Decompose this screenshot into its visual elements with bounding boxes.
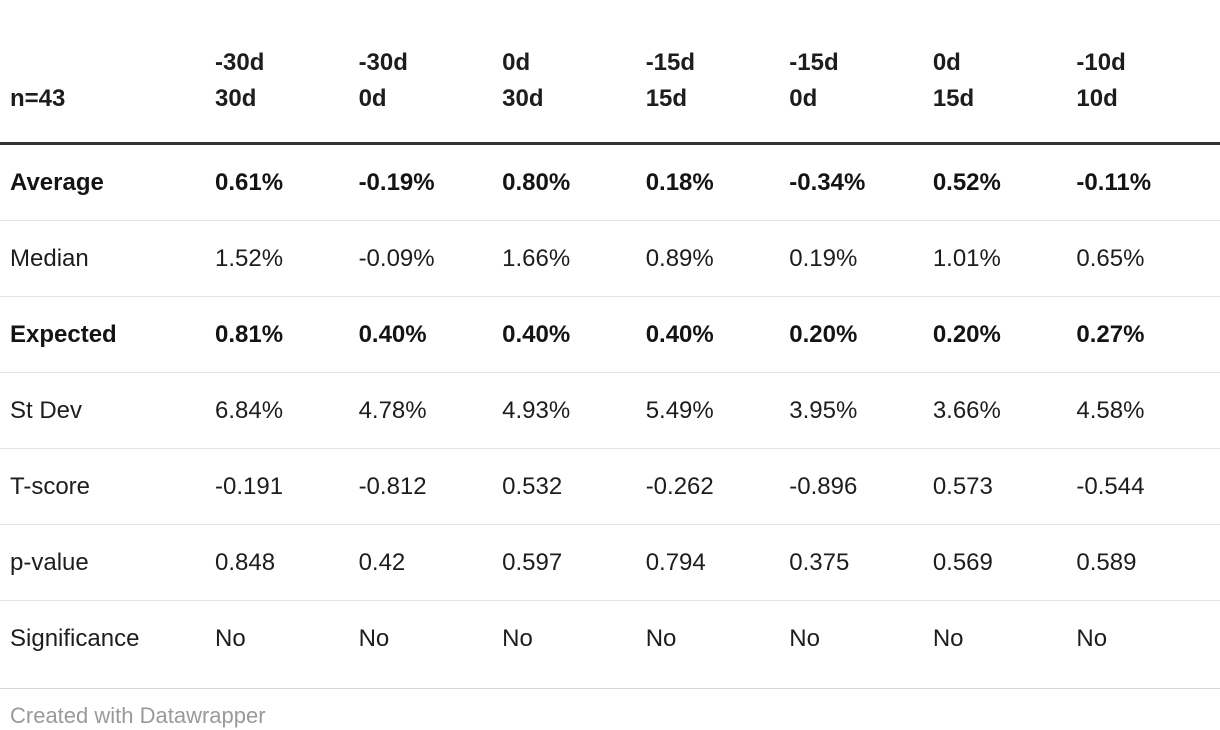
table-cell: 0.81% bbox=[215, 321, 284, 348]
table-cell: 0.589 bbox=[1076, 549, 1137, 576]
table-cell: 1.01% bbox=[932, 245, 1001, 272]
column-header-line2: 10d bbox=[1076, 85, 1118, 112]
table-cell: 0.65% bbox=[1076, 245, 1145, 272]
table-cell: 0.532 bbox=[502, 473, 563, 500]
table-cell: 1.66% bbox=[502, 245, 571, 272]
row-label: T-score bbox=[10, 473, 91, 500]
column-header-line2: 0d bbox=[789, 85, 818, 112]
column-header: 0d 15d bbox=[932, 0, 1077, 145]
column-header-line2: 15d bbox=[645, 85, 688, 112]
table-cell: 1.52% bbox=[215, 245, 284, 272]
table-cell: 0.80% bbox=[502, 169, 571, 196]
table-cell: 3.66% bbox=[932, 397, 1001, 424]
table-row: Significance No No No No No No No bbox=[0, 601, 1220, 677]
table-cell: No bbox=[1076, 625, 1108, 652]
table-cell: -0.19% bbox=[358, 169, 435, 196]
table-cell: No bbox=[932, 625, 964, 652]
table-row: Median 1.52% -0.09% 1.66% 0.89% 0.19% 1.… bbox=[0, 221, 1220, 297]
table-cell: -0.896 bbox=[789, 473, 858, 500]
table-cell: 0.19% bbox=[789, 245, 858, 272]
table-cell: No bbox=[502, 625, 533, 652]
table-cell: 4.78% bbox=[358, 397, 427, 424]
table-cell: 0.27% bbox=[1076, 321, 1145, 348]
table-cell: 0.375 bbox=[789, 549, 850, 576]
corner-label: n=43 bbox=[0, 0, 215, 145]
column-header-line1: 0d bbox=[502, 49, 531, 76]
row-label: Median bbox=[10, 245, 89, 272]
table-cell: No bbox=[789, 625, 820, 652]
column-header-line2: 30d bbox=[215, 85, 257, 112]
table-cell: 0.61% bbox=[215, 169, 284, 196]
table-row: St Dev 6.84% 4.78% 4.93% 5.49% 3.95% 3.6… bbox=[0, 373, 1220, 449]
table-cell: No bbox=[645, 625, 677, 652]
table-cell: -0.09% bbox=[358, 245, 435, 272]
column-header-line1: -30d bbox=[358, 49, 408, 76]
column-header: -15d 0d bbox=[789, 0, 933, 145]
table-cell: -0.34% bbox=[789, 169, 866, 196]
table-cell: 0.794 bbox=[645, 549, 706, 576]
table-cell: 0.597 bbox=[502, 549, 563, 576]
row-label: Average bbox=[10, 169, 104, 196]
table-cell: 5.49% bbox=[645, 397, 714, 424]
column-header: -30d 30d bbox=[215, 0, 359, 145]
table-cell: 4.58% bbox=[1076, 397, 1145, 424]
table-cell: 0.848 bbox=[215, 549, 276, 576]
table-row: T-score -0.191 -0.812 0.532 -0.262 -0.89… bbox=[0, 449, 1220, 525]
table-cell: 6.84% bbox=[215, 397, 284, 424]
row-label: St Dev bbox=[10, 397, 83, 424]
column-header-line2: 30d bbox=[502, 85, 544, 112]
table-cell: -0.544 bbox=[1076, 473, 1145, 500]
table-cell: 0.573 bbox=[932, 473, 993, 500]
table-cell: 0.20% bbox=[789, 321, 858, 348]
table-cell: 0.18% bbox=[645, 169, 714, 196]
row-label: Expected bbox=[10, 321, 117, 348]
column-header: -15d 15d bbox=[645, 0, 790, 145]
attribution-footer: Created with Datawrapper bbox=[0, 688, 1220, 729]
table-cell: 3.95% bbox=[789, 397, 858, 424]
row-label: Significance bbox=[10, 625, 140, 652]
statistics-table: n=43 -30d 30d -30d 0d 0d 30d -15d 15d bbox=[0, 0, 1220, 677]
table-cell: 0.52% bbox=[932, 169, 1001, 196]
table-cell: 0.40% bbox=[645, 321, 714, 348]
table-cell: 4.93% bbox=[502, 397, 571, 424]
table-cell: 0.569 bbox=[932, 549, 993, 576]
datawrapper-credit: Created with Datawrapper bbox=[10, 703, 266, 728]
table-cell: No bbox=[215, 625, 246, 652]
table-body: Average 0.61% -0.19% 0.80% 0.18% -0.34% … bbox=[0, 144, 1220, 677]
column-header-line2: 0d bbox=[358, 85, 387, 112]
table-cell: 0.42 bbox=[358, 549, 406, 576]
sample-size-label: n=43 bbox=[10, 85, 66, 112]
table-cell: -0.262 bbox=[645, 473, 714, 500]
column-header: -30d 0d bbox=[358, 0, 503, 145]
table-row: Average 0.61% -0.19% 0.80% 0.18% -0.34% … bbox=[0, 144, 1220, 221]
column-header-line1: 0d bbox=[932, 49, 961, 76]
column-header: 0d 30d bbox=[502, 0, 646, 145]
table-row: Expected 0.81% 0.40% 0.40% 0.40% 0.20% 0… bbox=[0, 297, 1220, 373]
header-row: n=43 -30d 30d -30d 0d 0d 30d -15d 15d bbox=[0, 0, 1220, 145]
column-header-line1: -30d bbox=[215, 49, 265, 76]
table-cell: 0.89% bbox=[645, 245, 714, 272]
column-header: -10d 10d bbox=[1076, 0, 1220, 145]
column-header-line2: 15d bbox=[932, 85, 975, 112]
table-row: p-value 0.848 0.42 0.597 0.794 0.375 0.5… bbox=[0, 525, 1220, 601]
table-cell: -0.11% bbox=[1076, 169, 1152, 196]
row-label: p-value bbox=[10, 549, 89, 576]
table-cell: 0.40% bbox=[502, 321, 571, 348]
table-cell: 0.20% bbox=[932, 321, 1001, 348]
column-header-line1: -10d bbox=[1076, 49, 1126, 76]
table-cell: 0.40% bbox=[358, 321, 427, 348]
table-cell: No bbox=[358, 625, 390, 652]
column-header-line1: -15d bbox=[789, 49, 839, 76]
table-cell: -0.812 bbox=[358, 473, 427, 500]
column-header-line1: -15d bbox=[645, 49, 696, 76]
table-cell: -0.191 bbox=[215, 473, 284, 500]
table-header: n=43 -30d 30d -30d 0d 0d 30d -15d 15d bbox=[0, 0, 1220, 145]
